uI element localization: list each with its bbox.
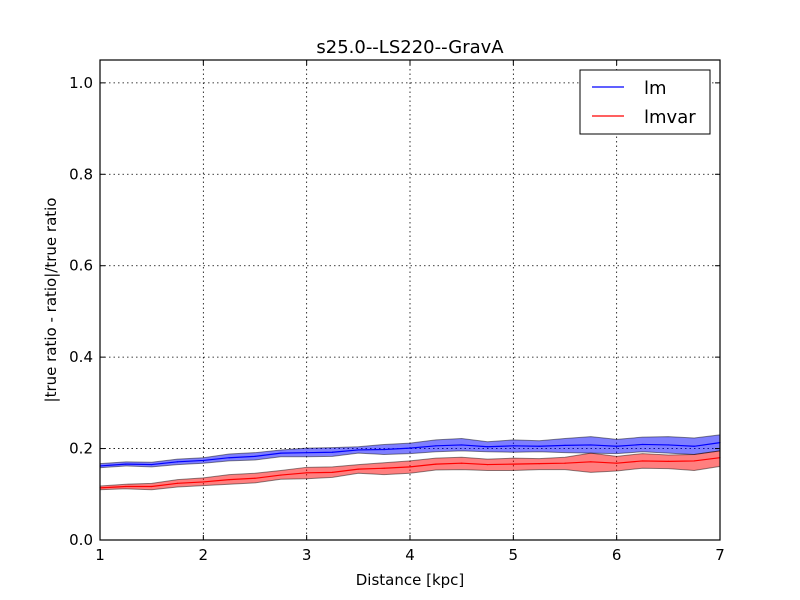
- point-lm: [486, 446, 489, 448]
- series-lines: [99, 442, 721, 489]
- y-tick-label: 0.6: [69, 257, 93, 275]
- axis-ticks: 1 2 3 4 5 6 7 0.0 0.2 0.4 0.6 0.8 1.0: [69, 60, 725, 564]
- x-tick-label: 2: [199, 546, 209, 564]
- point-lm: [409, 447, 411, 449]
- legend: lm lmvar: [579, 69, 711, 135]
- point-lmvar: [667, 460, 669, 462]
- legend-box: [579, 69, 711, 135]
- point-lmvar: [331, 471, 334, 473]
- point-lmvar: [306, 472, 308, 474]
- point-lm: [280, 452, 282, 454]
- grid: [100, 60, 720, 540]
- point-lm: [254, 455, 256, 457]
- y-tick-label: 0.8: [69, 165, 93, 183]
- point-lmvar: [151, 485, 153, 488]
- point-lm: [435, 445, 437, 447]
- point-lmvar: [202, 481, 204, 483]
- point-lm: [176, 461, 179, 463]
- point-lm: [693, 445, 695, 447]
- point-lm: [228, 457, 230, 459]
- chart-title: s25.0--LS220--GravA: [316, 37, 504, 58]
- y-axis-label: |true ratio - ratio|/true ratio: [42, 198, 60, 403]
- x-tick-label: 1: [95, 546, 105, 564]
- x-tick-label: 3: [302, 546, 312, 564]
- x-tick-label: 6: [612, 546, 622, 564]
- x-tick-label: 4: [405, 546, 415, 564]
- y-tick-label: 0.0: [69, 531, 93, 549]
- point-lmvar: [693, 460, 695, 462]
- x-tick-label: 7: [715, 546, 725, 564]
- point-lm: [461, 444, 463, 446]
- point-lmvar: [461, 462, 463, 464]
- point-lmvar: [538, 463, 540, 465]
- point-lm: [538, 445, 540, 447]
- legend-label-lm: lm: [644, 78, 667, 99]
- point-lm: [202, 459, 204, 462]
- point-lm: [357, 449, 359, 451]
- point-lm: [512, 445, 514, 447]
- point-lmvar: [435, 463, 437, 465]
- point-lmvar: [590, 461, 592, 463]
- point-lmvar: [357, 468, 359, 470]
- y-tick-label: 1.0: [69, 74, 93, 92]
- point-lm: [151, 463, 153, 466]
- point-lmvar: [228, 479, 230, 481]
- point-lmvar: [616, 462, 618, 464]
- point-lm: [331, 451, 334, 453]
- point-lmvar: [176, 482, 179, 484]
- point-lmvar: [564, 462, 566, 464]
- y-tick-label: 0.2: [69, 440, 93, 458]
- y-tick-label: 0.4: [69, 348, 93, 366]
- point-lmvar: [125, 485, 127, 488]
- point-lm: [667, 444, 669, 446]
- point-lm: [383, 448, 385, 451]
- point-lm: [306, 452, 308, 454]
- point-lm: [590, 444, 592, 446]
- point-lm: [125, 463, 127, 465]
- point-lm: [564, 444, 566, 446]
- point-lmvar: [280, 474, 282, 476]
- legend-label-lmvar: lmvar: [644, 107, 696, 128]
- point-lmvar: [383, 467, 385, 469]
- point-lm: [616, 445, 618, 447]
- x-tick-label: 5: [509, 546, 519, 564]
- x-axis-label: Distance [kpc]: [356, 571, 465, 589]
- point-lmvar: [254, 477, 256, 479]
- point-lm: [641, 443, 644, 446]
- point-lmvar: [641, 460, 644, 462]
- point-lmvar: [512, 463, 514, 465]
- point-lmvar: [486, 463, 489, 466]
- point-lmvar: [409, 466, 411, 468]
